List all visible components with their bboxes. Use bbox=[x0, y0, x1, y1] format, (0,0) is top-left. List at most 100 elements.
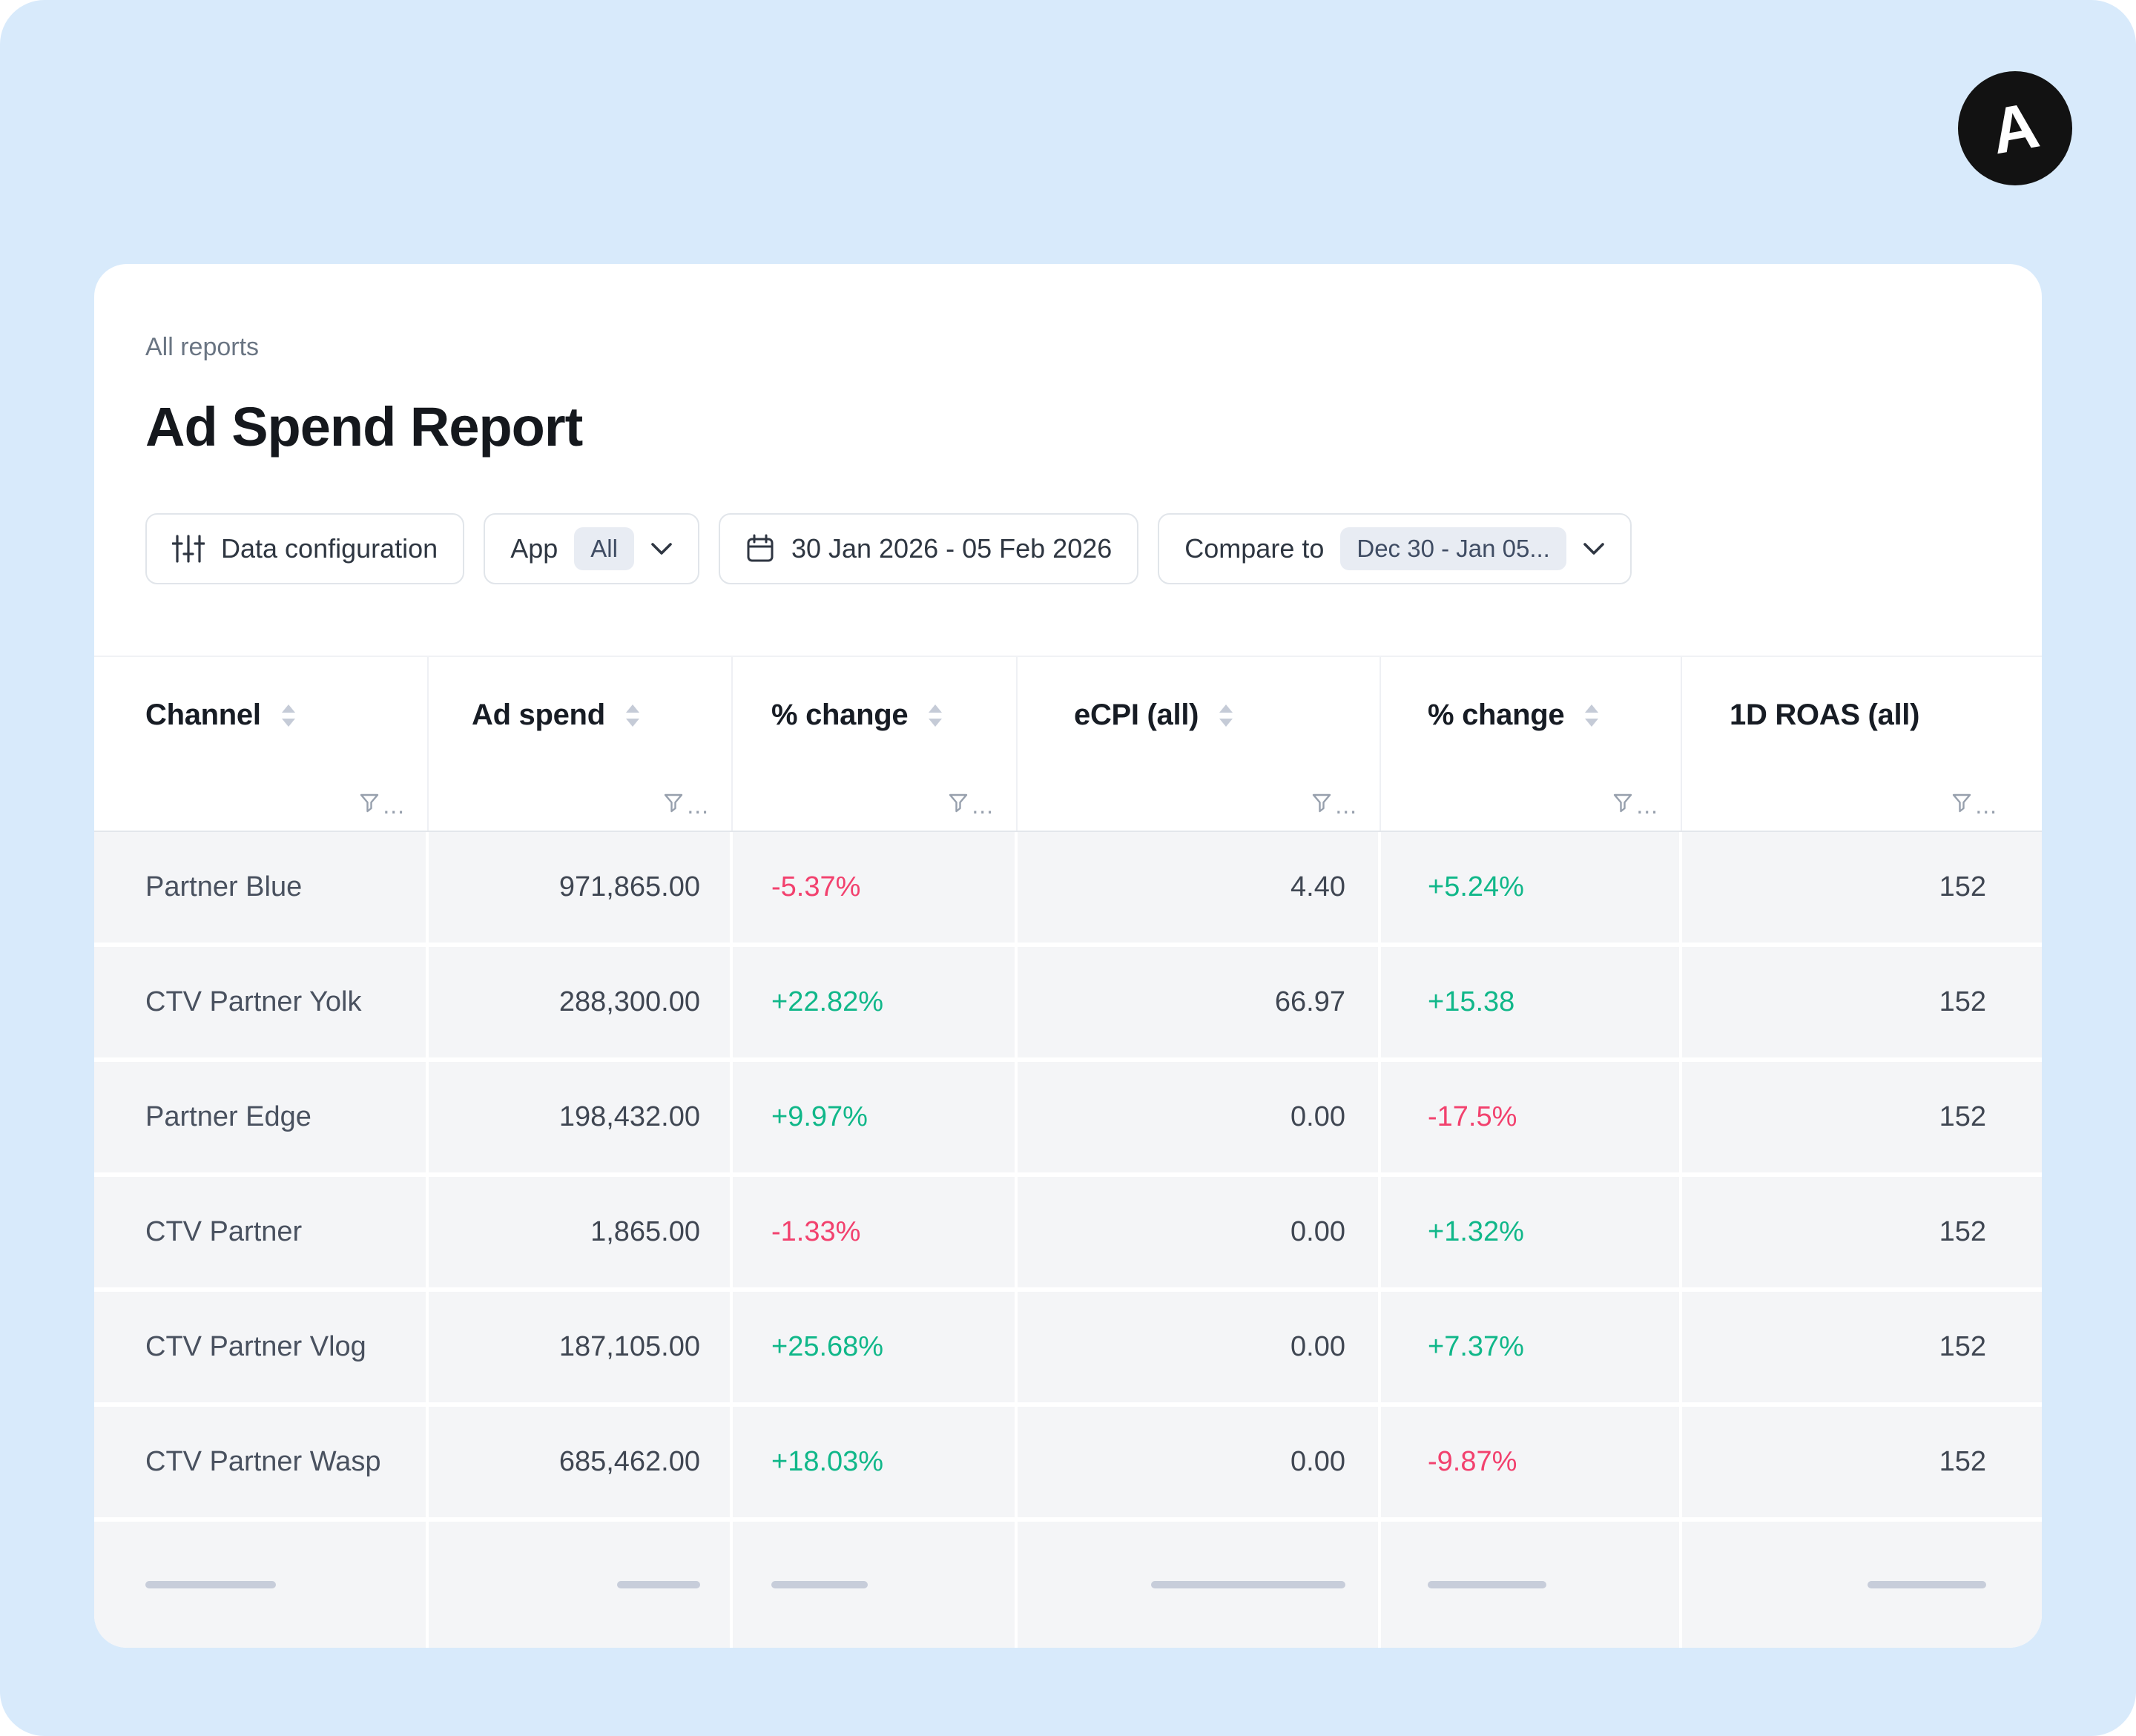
column-header-ad-spend[interactable]: Ad spend ... bbox=[429, 657, 733, 831]
cell-ecpi-change: +15.38 bbox=[1381, 947, 1682, 1057]
filter-icon[interactable]: ... bbox=[1952, 792, 1997, 819]
spend-change-value: -1.33% bbox=[771, 1216, 861, 1247]
cell-ecpi: 0.00 bbox=[1018, 1292, 1381, 1402]
app-filter-button[interactable]: App All bbox=[484, 513, 699, 584]
cell-ecpi: 0.00 bbox=[1018, 1062, 1381, 1172]
column-header-ecpi[interactable]: eCPI (all) ... bbox=[1018, 657, 1381, 831]
funnel-icon bbox=[949, 793, 968, 813]
filter-icon[interactable]: ... bbox=[949, 793, 994, 817]
breadcrumb[interactable]: All reports bbox=[145, 333, 260, 361]
ecpi-change-value: -17.5% bbox=[1428, 1101, 1517, 1132]
cell-roas: 152 bbox=[1682, 947, 2042, 1057]
sort-icon[interactable] bbox=[1219, 704, 1233, 727]
roas-value: 152 bbox=[1939, 1446, 1986, 1477]
ecpi-change-value: +5.24% bbox=[1428, 871, 1524, 902]
date-range-button[interactable]: 30 Jan 2026 - 05 Feb 2026 bbox=[718, 513, 1139, 584]
cell-roas: 152 bbox=[1682, 1177, 2042, 1287]
ecpi-change-value: +15.38 bbox=[1428, 986, 1515, 1017]
channel-value: CTV Partner Yolk bbox=[145, 986, 362, 1017]
ecpi-change-value: +1.32% bbox=[1428, 1216, 1524, 1247]
compare-to-button[interactable]: Compare to Dec 30 - Jan 05... bbox=[1158, 513, 1632, 584]
skeleton-bar bbox=[617, 1581, 700, 1588]
filter-more-dots: ... bbox=[1975, 792, 1997, 819]
table-row: CTV Partner Yolk 288,300.00 +22.82% 66.9… bbox=[94, 947, 2042, 1062]
cell-ad-spend: 971,865.00 bbox=[429, 832, 733, 943]
chevron-down-icon bbox=[1583, 543, 1604, 555]
cell-roas: 152 bbox=[1682, 832, 2042, 943]
column-header-roas[interactable]: 1D ROAS (all) ... bbox=[1682, 657, 2042, 831]
cell-spend-change: +18.03% bbox=[733, 1407, 1018, 1517]
cell-spend-change: +22.82% bbox=[733, 947, 1018, 1057]
spend-change-value: +9.97% bbox=[771, 1101, 868, 1132]
appsflyer-logo: A bbox=[1957, 70, 2074, 187]
cell-ad-spend: 187,105.00 bbox=[429, 1292, 733, 1402]
table-row: CTV Partner Wasp 685,462.00 +18.03% 0.00… bbox=[94, 1407, 2042, 1522]
column-label: Channel bbox=[145, 699, 261, 731]
app-filter-label: App bbox=[510, 533, 558, 564]
cell-channel: Partner Edge bbox=[94, 1062, 429, 1172]
cell-channel: CTV Partner Yolk bbox=[94, 947, 429, 1057]
cell-channel: CTV Partner Wasp bbox=[94, 1407, 429, 1517]
column-label: 1D ROAS (all) bbox=[1730, 699, 1920, 731]
cell-ecpi-change: -9.87% bbox=[1381, 1407, 1682, 1517]
sort-icon[interactable] bbox=[625, 704, 639, 727]
spend-change-value: +25.68% bbox=[771, 1331, 884, 1362]
funnel-icon bbox=[1614, 793, 1632, 813]
channel-value: CTV Partner Vlog bbox=[145, 1331, 366, 1362]
cell-ecpi: 0.00 bbox=[1018, 1407, 1381, 1517]
table-row: Partner Edge 198,432.00 +9.97% 0.00 -17.… bbox=[94, 1062, 2042, 1177]
skeleton-bar bbox=[771, 1581, 868, 1588]
ecpi-value: 66.97 bbox=[1274, 986, 1345, 1017]
filter-more-dots: ... bbox=[687, 792, 709, 819]
data-configuration-button[interactable]: Data configuration bbox=[145, 513, 465, 584]
roas-value: 152 bbox=[1939, 1216, 1986, 1247]
app-filter-value-pill: All bbox=[574, 527, 634, 570]
date-range-value: 30 Jan 2026 - 05 Feb 2026 bbox=[791, 533, 1112, 564]
column-header-ecpi-change[interactable]: % change ... bbox=[1381, 657, 1682, 831]
skeleton-cell bbox=[1018, 1522, 1381, 1648]
page-title: Ad Spend Report bbox=[145, 396, 583, 458]
sort-icon[interactable] bbox=[929, 704, 943, 727]
table-row: Partner Blue 971,865.00 -5.37% 4.40 +5.2… bbox=[94, 832, 2042, 947]
filter-icon[interactable]: ... bbox=[664, 792, 709, 819]
channel-value: CTV Partner bbox=[145, 1216, 303, 1247]
toolbar: Data configuration App All bbox=[145, 513, 1991, 584]
ecpi-value: 0.00 bbox=[1290, 1446, 1345, 1477]
header-label-row: Channel bbox=[145, 699, 405, 732]
header-label-row: 1D ROAS (all) bbox=[1730, 699, 1997, 732]
roas-value: 152 bbox=[1939, 871, 1986, 902]
roas-value: 152 bbox=[1939, 986, 1986, 1017]
column-label: % change bbox=[1428, 699, 1565, 731]
skeleton-cell bbox=[429, 1522, 733, 1648]
cell-spend-change: +9.97% bbox=[733, 1062, 1018, 1172]
sort-icon[interactable] bbox=[281, 704, 295, 727]
filter-icon[interactable]: ... bbox=[360, 793, 405, 817]
table-row: CTV Partner 1,865.00 -1.33% 0.00 +1.32% … bbox=[94, 1177, 2042, 1292]
cell-ecpi-change: +7.37% bbox=[1381, 1292, 1682, 1402]
filter-icon[interactable]: ... bbox=[1312, 792, 1357, 819]
filter-icon[interactable]: ... bbox=[1613, 793, 1658, 817]
ad-spend-value: 288,300.00 bbox=[558, 986, 700, 1017]
sort-icon[interactable] bbox=[1585, 704, 1599, 727]
cell-ecpi-change: -17.5% bbox=[1381, 1062, 1682, 1172]
skeleton-bar bbox=[1151, 1581, 1345, 1588]
skeleton-bar bbox=[1428, 1581, 1546, 1588]
cell-channel: CTV Partner Vlog bbox=[94, 1292, 429, 1402]
filter-more-dots: ... bbox=[1335, 792, 1357, 819]
funnel-icon bbox=[360, 793, 379, 813]
cell-ad-spend: 288,300.00 bbox=[429, 947, 733, 1057]
ecpi-value: 0.00 bbox=[1290, 1331, 1345, 1362]
channel-value: CTV Partner Wasp bbox=[145, 1446, 381, 1477]
spend-change-value: -5.37% bbox=[771, 871, 861, 902]
table-row: CTV Partner Vlog 187,105.00 +25.68% 0.00… bbox=[94, 1292, 2042, 1407]
cell-spend-change: -1.33% bbox=[733, 1177, 1018, 1287]
cell-ecpi: 4.40 bbox=[1018, 832, 1381, 943]
cell-ad-spend: 1,865.00 bbox=[429, 1177, 733, 1287]
column-label: eCPI (all) bbox=[1074, 699, 1199, 731]
column-header-channel[interactable]: Channel ... bbox=[94, 657, 429, 831]
cell-ecpi-change: +1.32% bbox=[1381, 1177, 1682, 1287]
ecpi-value: 0.00 bbox=[1290, 1216, 1345, 1247]
column-header-spend-change[interactable]: % change ... bbox=[733, 657, 1018, 831]
channel-value: Partner Blue bbox=[145, 871, 303, 902]
cell-channel: CTV Partner bbox=[94, 1177, 429, 1287]
